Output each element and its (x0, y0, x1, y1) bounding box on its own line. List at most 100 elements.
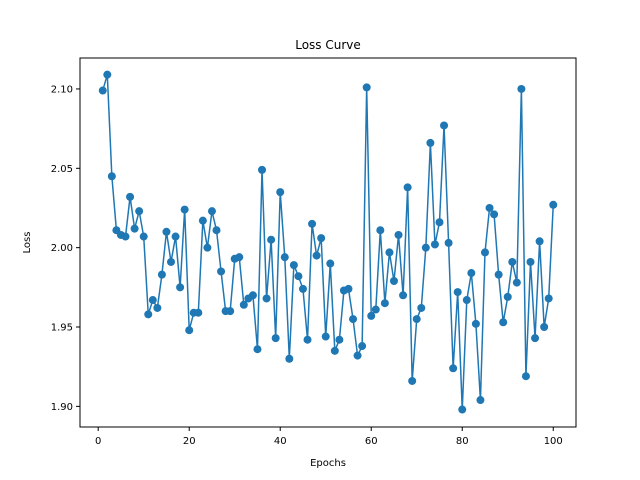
data-point (394, 230, 403, 239)
data-point (248, 291, 257, 300)
data-point (476, 396, 485, 405)
data-point (294, 272, 303, 281)
data-point (253, 345, 262, 354)
plot-area-frame (79, 57, 577, 428)
data-point (353, 351, 362, 360)
data-point (276, 188, 285, 197)
y-tick-label: 1.95 (51, 323, 73, 334)
data-point (531, 334, 540, 343)
data-point (267, 235, 276, 244)
data-point (330, 346, 339, 355)
data-point (499, 318, 508, 327)
data-point (157, 270, 166, 279)
data-point (358, 342, 367, 351)
data-point (121, 232, 130, 241)
data-point (376, 226, 385, 235)
data-point (399, 291, 408, 300)
data-point (467, 269, 476, 278)
x-tick-label: 100 (544, 436, 563, 447)
x-axis: 0 20 40 60 80 100 (95, 427, 563, 447)
data-point (453, 288, 462, 297)
y-axis-label: Loss (22, 232, 33, 254)
x-tick-label: 40 (274, 436, 287, 447)
data-point (549, 200, 558, 209)
data-point (417, 303, 426, 312)
x-tick-label: 80 (456, 436, 469, 447)
y-tick-label: 2.10 (51, 84, 73, 95)
data-point (440, 121, 449, 130)
data-point (185, 326, 194, 335)
data-point (308, 219, 317, 228)
data-point (239, 300, 248, 309)
data-point (280, 253, 289, 262)
data-point (153, 303, 162, 312)
data-point (408, 376, 417, 385)
data-point (203, 243, 212, 252)
data-point (508, 257, 517, 266)
data-point (135, 207, 144, 216)
data-point (544, 294, 553, 303)
data-point (458, 405, 467, 414)
y-tick-label: 2.00 (51, 243, 73, 254)
data-point (326, 259, 335, 268)
data-point (130, 224, 139, 233)
data-point (403, 183, 412, 192)
data-point (490, 210, 499, 219)
data-point (512, 278, 521, 287)
data-point (485, 203, 494, 212)
data-point (258, 165, 267, 174)
data-point (367, 311, 376, 320)
data-point (321, 332, 330, 341)
data-point (217, 267, 226, 276)
data-point (421, 243, 430, 252)
data-point (289, 261, 298, 270)
data-point (226, 307, 235, 316)
data-point (212, 226, 221, 235)
data-point (162, 227, 171, 236)
data-point (198, 216, 207, 225)
data-point (139, 232, 148, 241)
data-point (362, 83, 371, 92)
data-point (103, 70, 112, 79)
data-point (298, 284, 307, 293)
data-point (426, 138, 435, 147)
data-point (235, 253, 244, 262)
y-tick-label: 1.90 (51, 402, 73, 413)
data-point (167, 257, 176, 266)
data-point (380, 299, 389, 308)
data-point (412, 315, 421, 324)
data-point (471, 319, 480, 328)
data-point (494, 270, 503, 279)
data-point (503, 292, 512, 301)
data-point (430, 240, 439, 249)
data-point (349, 315, 358, 324)
data-point (126, 192, 135, 201)
data-point (462, 296, 471, 305)
data-point (171, 232, 180, 241)
loss-series-line (102, 74, 554, 410)
data-point (389, 276, 398, 285)
data-point (98, 86, 107, 95)
data-point (262, 294, 271, 303)
data-point (271, 334, 280, 343)
data-point (335, 335, 344, 344)
data-point (344, 284, 353, 293)
data-point (317, 234, 326, 243)
data-point (385, 248, 394, 257)
data-point (535, 237, 544, 246)
x-tick-label: 20 (183, 436, 196, 447)
data-point (435, 218, 444, 227)
data-point (444, 238, 453, 247)
x-axis-label: Epochs (310, 458, 346, 469)
data-point (207, 207, 216, 216)
data-point (144, 310, 153, 319)
y-axis: 1.90 1.95 2.00 2.05 2.10 (51, 84, 80, 413)
data-point (521, 372, 530, 381)
data-point (312, 251, 321, 260)
data-point (176, 283, 185, 292)
data-point (303, 335, 312, 344)
data-point (107, 172, 116, 181)
data-point (480, 248, 489, 257)
y-tick-label: 2.05 (51, 164, 73, 175)
